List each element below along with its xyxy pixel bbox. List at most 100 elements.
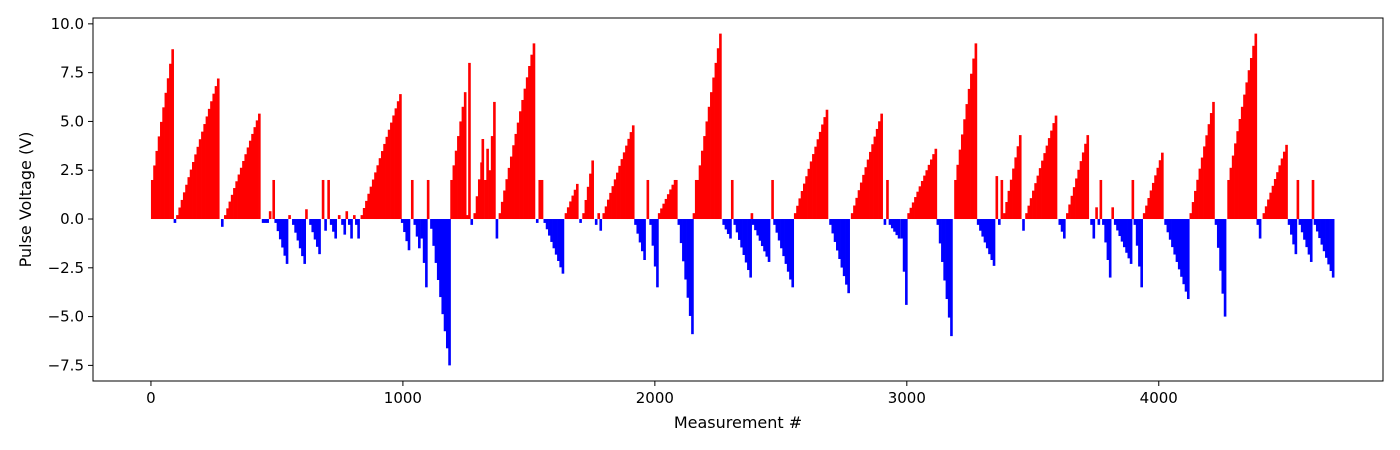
pulse-bar [821,124,824,220]
y-tick-label: 7.5 [60,64,84,82]
pulse-bar [1038,168,1042,220]
pulse-bar [374,172,377,220]
pulse-bar [495,219,499,239]
pulse-bar [203,124,206,220]
pulse-bar [315,219,319,247]
pulse-bar [998,219,1001,225]
pulse-bar [554,219,558,255]
pulse-bar [760,219,764,247]
pulse-bar [909,207,913,220]
pulse-bar [829,219,832,225]
pulse-bar [311,219,315,233]
pulse-bar [838,219,841,260]
pulse-bar [385,136,389,220]
pulse-bar [450,179,453,220]
pulse-bar [1079,161,1083,220]
pulse-bar [582,213,585,220]
pulse-bar [523,88,527,220]
y-tick-label: 0.0 [60,210,84,228]
pulse-bar [751,219,755,225]
pulse-bar [337,215,341,220]
pulse-bar [1122,219,1126,248]
pulse-bar [716,48,720,220]
pulse-bar [173,219,177,223]
pulse-bar [1280,158,1284,220]
pulse-bar [1269,192,1272,220]
pulse-bar [360,215,364,220]
pulse-bar [1164,219,1167,225]
pulse-bar [1066,213,1069,220]
pulse-bar [1173,219,1176,255]
pulse-bar [1231,155,1235,220]
pulse-bar [888,219,892,225]
pulse-bar [355,219,358,225]
pulse-bar [266,219,269,223]
pulse-bar [1131,179,1135,220]
pulse-bar [814,146,817,220]
pulse-bar [216,78,220,220]
pulse-bar [1072,187,1076,220]
pulse-bar [1086,135,1090,220]
pulse-bar [1116,219,1119,231]
pulse-bar [660,208,663,220]
pulse-bar [251,133,254,220]
pulse-bar [516,122,520,220]
pulse-bar [786,219,790,272]
pulse-bar [457,136,460,220]
pulse-bar [1014,157,1018,220]
pulse-bar [367,193,370,220]
pulse-bar [166,78,170,220]
pulse-bar [1221,219,1225,294]
pulse-bar [606,199,610,220]
pulse-bar [285,219,289,264]
pulse-bar [675,179,678,220]
pulse-bar [1200,157,1204,220]
pulse-bar [936,219,940,225]
pulse-bar [557,219,560,261]
pulse-bar [627,138,631,220]
pulse-bar [1000,179,1004,220]
pulse-bar [1262,213,1266,220]
pulse-bar [1216,219,1220,248]
pulse-bar [840,219,844,268]
pulse-bar [712,77,715,220]
pulse-bar [160,121,163,220]
pulse-bar [871,144,874,220]
pulse-bar [698,165,702,220]
pulse-bar [1036,175,1040,220]
pulse-bar [646,179,650,220]
pulse-bar [981,219,985,237]
pulse-bar [365,200,368,220]
pulse-bar [1177,219,1181,270]
pulse-bar [278,219,282,240]
pulse-bar [1118,219,1122,237]
pulse-bar [413,219,417,225]
pulse-bar [855,197,859,220]
pulse-bar [988,219,991,255]
pulse-bar [1276,172,1279,220]
pulse-bar [586,186,590,220]
x-tick-label: 0 [146,389,156,407]
pulse-bar [399,94,402,220]
pulse-bar [747,219,750,271]
pulse-bar [493,101,496,220]
pulse-bar [525,77,529,220]
pulse-bar [638,219,642,243]
pulse-bar [1120,219,1124,242]
pulse-bar [498,213,502,220]
pulse-bar [758,219,762,241]
pulse-bar [1256,219,1260,225]
x-axis: 0 1000 2000 3000 4000 [146,381,1178,407]
pulse-bar [775,219,779,233]
pulse-bar [1135,219,1139,246]
pulse-bar [503,190,506,220]
pulse-bar [1102,219,1105,225]
pulse-bar [418,219,421,249]
pulse-bar [1298,219,1302,225]
pulse-bar [180,199,184,220]
pulse-bar [1095,207,1098,220]
pulse-bar [878,121,881,220]
pulse-bar [1090,219,1093,225]
pulse-bar [653,219,657,267]
